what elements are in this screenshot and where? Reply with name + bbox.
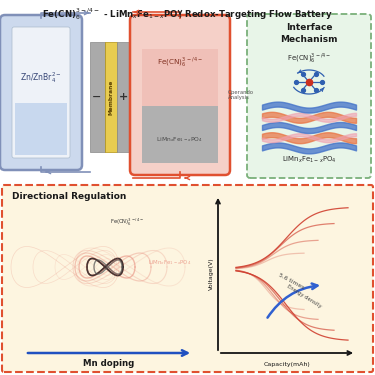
Bar xyxy=(90,42,105,152)
Text: Interface: Interface xyxy=(286,23,332,32)
Bar xyxy=(117,42,132,152)
Text: Capacity(mAh): Capacity(mAh) xyxy=(264,362,310,367)
Text: LiMn$_x$Fe$_{1-x}$PO$_4$: LiMn$_x$Fe$_{1-x}$PO$_4$ xyxy=(282,155,336,165)
Text: +: + xyxy=(119,92,129,102)
Text: LiMn$_x$Fe$_{1-x}$PO$_4$: LiMn$_x$Fe$_{1-x}$PO$_4$ xyxy=(156,135,204,144)
Text: Zn/ZnBr$_4^{2-}$: Zn/ZnBr$_4^{2-}$ xyxy=(20,70,62,86)
Text: Mechanism: Mechanism xyxy=(280,35,338,44)
Bar xyxy=(105,42,117,152)
FancyBboxPatch shape xyxy=(12,27,70,158)
Bar xyxy=(15,102,67,155)
FancyBboxPatch shape xyxy=(130,15,230,175)
FancyBboxPatch shape xyxy=(0,15,82,170)
Text: Fe(CN)$_6^{3-/4-}$: Fe(CN)$_6^{3-/4-}$ xyxy=(157,55,203,69)
Text: Energy density: Energy density xyxy=(286,284,322,309)
Text: Fe(CN)$_6^{3-/4-}$ - LiMn$_x$Fe$_{1-x}$PO$_4$ Redox-Targeting Flow Battery: Fe(CN)$_6^{3-/4-}$ - LiMn$_x$Fe$_{1-x}$P… xyxy=(42,6,332,22)
Text: Voltage(V): Voltage(V) xyxy=(209,258,214,290)
Text: Fe(CN)$_6^{3-/4-}$: Fe(CN)$_6^{3-/4-}$ xyxy=(287,51,331,64)
Text: Membrane: Membrane xyxy=(108,80,114,115)
FancyBboxPatch shape xyxy=(2,185,373,372)
Text: Operando
Analysis: Operando Analysis xyxy=(228,90,254,101)
Text: Directional Regulation: Directional Regulation xyxy=(12,192,126,201)
Text: 5.6 times: 5.6 times xyxy=(278,272,305,290)
Text: Mn doping: Mn doping xyxy=(83,359,135,368)
Text: −: − xyxy=(92,92,102,102)
Text: Fe(CN)$_6^{3-/4-}$: Fe(CN)$_6^{3-/4-}$ xyxy=(110,217,144,228)
FancyBboxPatch shape xyxy=(247,14,371,178)
Bar xyxy=(142,106,218,163)
Bar xyxy=(142,49,218,106)
Text: LiMn$_x$Fe$_{1-x}$PO$_4$: LiMn$_x$Fe$_{1-x}$PO$_4$ xyxy=(148,258,192,267)
